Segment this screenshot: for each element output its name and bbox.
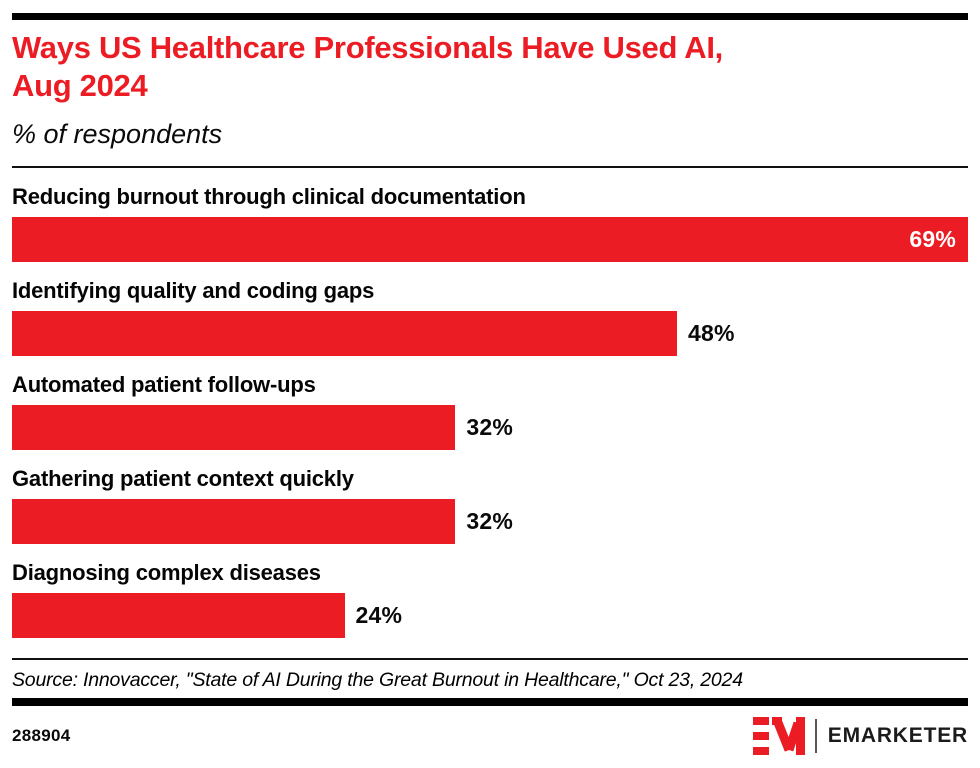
bar-row: Gathering patient context quickly 32% [12, 466, 968, 544]
emarketer-logo: EMARKETER [752, 717, 968, 755]
category-label: Automated patient follow-ups [12, 372, 316, 397]
bar-line: 69% [12, 217, 968, 262]
chart-content: Ways US Healthcare Professionals Have Us… [12, 13, 968, 755]
brand-wordmark: EMARKETER [827, 724, 968, 747]
category-label: Diagnosing complex diseases [12, 560, 321, 585]
category-label: Identifying quality and coding gaps [12, 278, 375, 303]
bar-row: Identifying quality and coding gaps 48% [12, 278, 968, 356]
chart-id: 288904 [12, 726, 71, 745]
value-label: 48% [688, 320, 735, 346]
bar [12, 593, 345, 638]
bar-row: Reducing burnout through clinical docume… [12, 184, 968, 262]
chart-page: Ways US Healthcare Professionals Have Us… [0, 13, 980, 768]
value-label: 32% [466, 508, 513, 534]
bar-row: Diagnosing complex diseases 24% [12, 560, 968, 638]
bottom-rule [12, 698, 968, 706]
bar-chart: Reducing burnout through clinical docume… [12, 184, 968, 638]
bar: 69% [12, 217, 968, 262]
bar [12, 311, 678, 356]
bar-line: 48% [12, 311, 968, 356]
logo-divider [814, 719, 817, 753]
top-rule [12, 13, 968, 20]
category-label: Reducing burnout through clinical docume… [12, 184, 526, 209]
category-label: Gathering patient context quickly [12, 466, 354, 491]
bar-row: Automated patient follow-ups 32% [12, 372, 968, 450]
chart-title-line-2: Aug 2024 [12, 68, 148, 103]
bar-line: 32% [12, 499, 968, 544]
emarketer-logo-icon [752, 717, 805, 755]
header-divider [12, 166, 968, 168]
bar [12, 499, 456, 544]
value-label: 32% [466, 414, 513, 440]
bar [12, 405, 456, 450]
chart-title: Ways US Healthcare Professionals Have Us… [12, 29, 968, 105]
chart-title-line-1: Ways US Healthcare Professionals Have Us… [12, 30, 723, 65]
footer: 288904 EMARKETER [12, 717, 968, 755]
chart-subtitle: % of respondents [12, 119, 223, 149]
source-note: Source: Innovaccer, "State of AI During … [12, 669, 743, 691]
source-divider [12, 658, 968, 660]
bar-line: 24% [12, 593, 968, 638]
bar-line: 32% [12, 405, 968, 450]
value-label: 69% [909, 226, 956, 252]
value-label: 24% [355, 602, 403, 628]
